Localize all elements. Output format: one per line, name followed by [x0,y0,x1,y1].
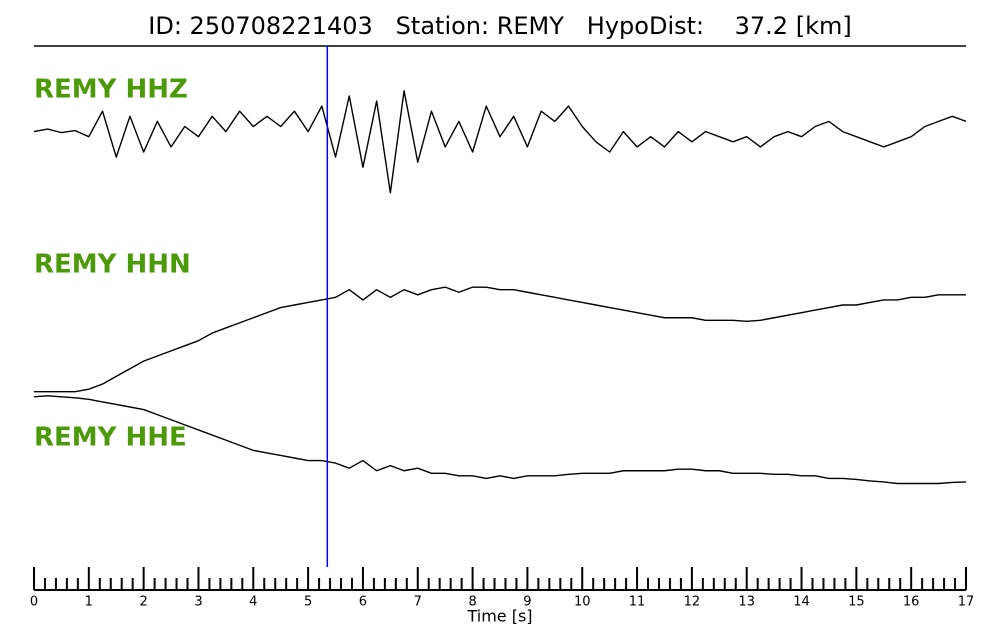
x-axis-label: Time [s] [466,607,532,626]
x-tick-label: 15 [848,595,865,610]
x-tick-label: 9 [523,595,531,610]
trace-label: REMY HHN [34,250,191,280]
x-tick-label: 6 [359,595,367,610]
x-tick-label: 7 [414,595,422,610]
x-tick-label: 2 [140,595,148,610]
x-tick-label: 3 [194,595,202,610]
x-tick-label: 13 [738,595,755,610]
x-tick-label: 12 [684,595,701,610]
x-tick-label: 1 [85,595,93,610]
x-tick-label: 8 [468,595,476,610]
trace [33,395,967,485]
chart-title: ID: 250708221403 Station: REMY HypoDist:… [148,12,851,40]
x-tick-label: 11 [629,595,646,610]
trace-label: REMY HHZ [34,75,188,105]
x-tick-label: 16 [903,595,920,610]
trace [34,286,966,393]
trace [33,90,967,194]
x-tick-label: 4 [249,595,257,610]
x-tick-label: 14 [793,595,810,610]
x-tick-label: 5 [304,595,312,610]
x-tick-label: 0 [30,595,38,610]
x-tick-label: 17 [958,595,975,610]
trace-label: REMY HHE [34,423,187,453]
x-tick-label: 10 [574,595,591,610]
